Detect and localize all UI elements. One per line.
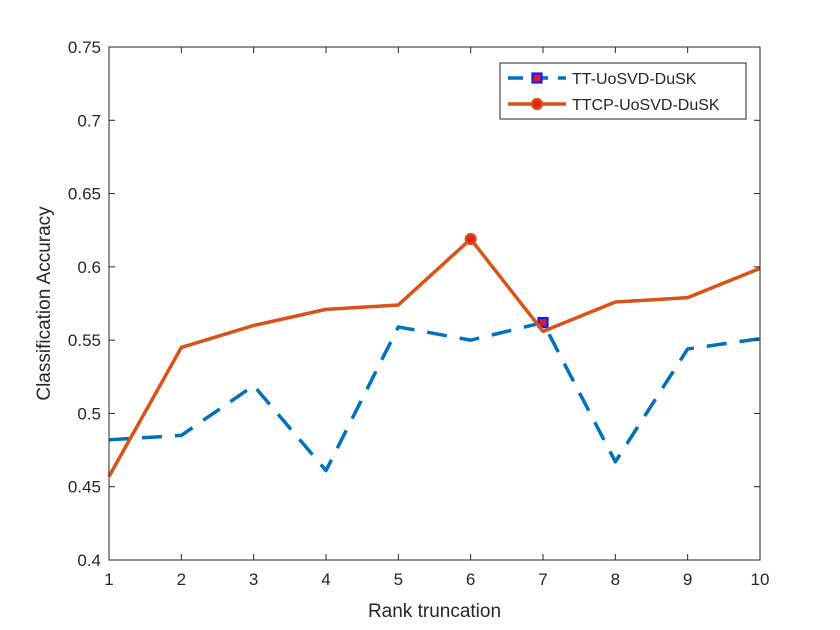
legend-label-1: TT-UoSVD-DuSK: [572, 71, 697, 88]
x-tick-label: 10: [751, 570, 770, 589]
legend-marker-1: [531, 72, 543, 84]
y-tick-label: 0.65: [68, 185, 101, 204]
x-tick-label: 3: [249, 570, 258, 589]
plot-area: [109, 47, 760, 560]
y-tick-label: 0.55: [68, 331, 101, 350]
x-tick-label: 4: [321, 570, 330, 589]
x-tick-label: 6: [466, 570, 475, 589]
series-layer: [107, 232, 761, 478]
legend: TT-UoSVD-DuSK TTCP-UoSVD-DuSK: [499, 62, 747, 120]
series-line-2: [107, 237, 761, 478]
legend-label-2: TTCP-UoSVD-DuSK: [572, 97, 720, 114]
series-1-marker: [537, 316, 549, 329]
axes-layer: [108, 46, 761, 561]
y-axis-label: Classification Accuracy: [34, 206, 55, 401]
series-2-marker: [464, 232, 477, 246]
y-tick-label: 0.45: [68, 478, 101, 497]
x-tick-label: 9: [683, 570, 692, 589]
x-tick-label: 1: [104, 570, 113, 589]
y-tick-label: 0.6: [77, 258, 101, 277]
y-tick-label: 0.4: [77, 551, 101, 570]
y-tick-label: 0.7: [77, 111, 101, 130]
y-tick-label: 0.5: [77, 404, 101, 423]
legend-box: [499, 62, 747, 120]
y-tick-label: 0.75: [68, 38, 101, 57]
x-tick-label: 7: [538, 570, 547, 589]
series-line-1: [108, 320, 761, 473]
axes-box: [108, 46, 761, 561]
x-axis-label: Rank truncation: [368, 601, 501, 622]
x-tick-label: 8: [611, 570, 620, 589]
x-tick-label: 5: [394, 570, 403, 589]
legend-marker-2: [530, 97, 544, 111]
tick-layer: 1 2 3 4 5 6 7 8 9 10 0.4 0.45 0.5 0.55 0.6 0.65 0.7 0.75: [68, 38, 770, 589]
x-tick-label: 2: [177, 570, 186, 589]
